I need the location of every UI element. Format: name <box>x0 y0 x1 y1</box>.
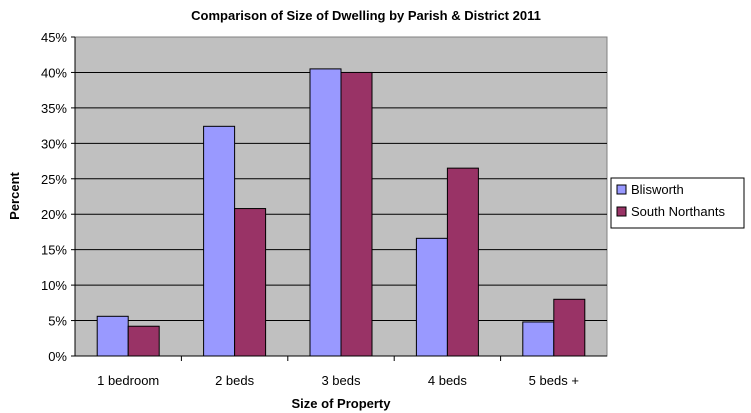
x-tick-label: 2 beds <box>215 373 255 388</box>
y-tick-label: 5% <box>48 314 67 329</box>
y-tick-label: 20% <box>41 207 67 222</box>
legend-label: South Northants <box>631 204 725 219</box>
bar-blisworth-5-beds <box>522 321 555 357</box>
bar-south-northants-4-beds <box>446 167 479 357</box>
x-tick-label: 1 bedroom <box>97 373 159 388</box>
legend: Blisworth South Northants <box>610 177 745 229</box>
legend-swatch <box>616 206 627 217</box>
legend-box <box>610 177 745 229</box>
bar-south-northants-5-beds <box>553 298 586 357</box>
legend-swatch <box>616 184 627 195</box>
chart-title: Comparison of Size of Dwelling by Parish… <box>191 8 541 23</box>
y-tick-label: 35% <box>41 101 67 116</box>
x-axis-title: Size of Property <box>292 396 392 411</box>
y-tick-label: 10% <box>41 278 67 293</box>
bar-blisworth-3-beds <box>309 68 342 357</box>
y-tick-label: 15% <box>41 243 67 258</box>
y-axis-ticks: 0% 5% 10% 15% 20% 25% 30% 35% 40% 45% <box>41 30 75 364</box>
bar-south-northants-1-bedroom <box>127 325 160 357</box>
bars <box>96 68 586 357</box>
y-tick-label: 40% <box>41 65 67 80</box>
bar-blisworth-4-beds <box>415 237 448 357</box>
x-tick-label: 3 beds <box>321 373 361 388</box>
bar-blisworth-1-bedroom <box>96 315 129 357</box>
legend-label: Blisworth <box>631 182 684 197</box>
y-tick-label: 0% <box>48 349 67 364</box>
x-tick-label: 4 beds <box>428 373 468 388</box>
x-tick-label: 5 beds + <box>529 373 579 388</box>
x-axis-ticks: 1 bedroom 2 beds 3 beds 4 beds 5 beds + <box>97 356 579 388</box>
y-tick-label: 45% <box>41 30 67 45</box>
bar-south-northants-2-beds <box>234 208 267 357</box>
y-tick-label: 25% <box>41 172 67 187</box>
bar-blisworth-2-beds <box>203 125 236 357</box>
y-axis-title: Percent <box>7 171 22 219</box>
bar-south-northants-3-beds <box>340 71 373 357</box>
y-tick-label: 30% <box>41 136 67 151</box>
